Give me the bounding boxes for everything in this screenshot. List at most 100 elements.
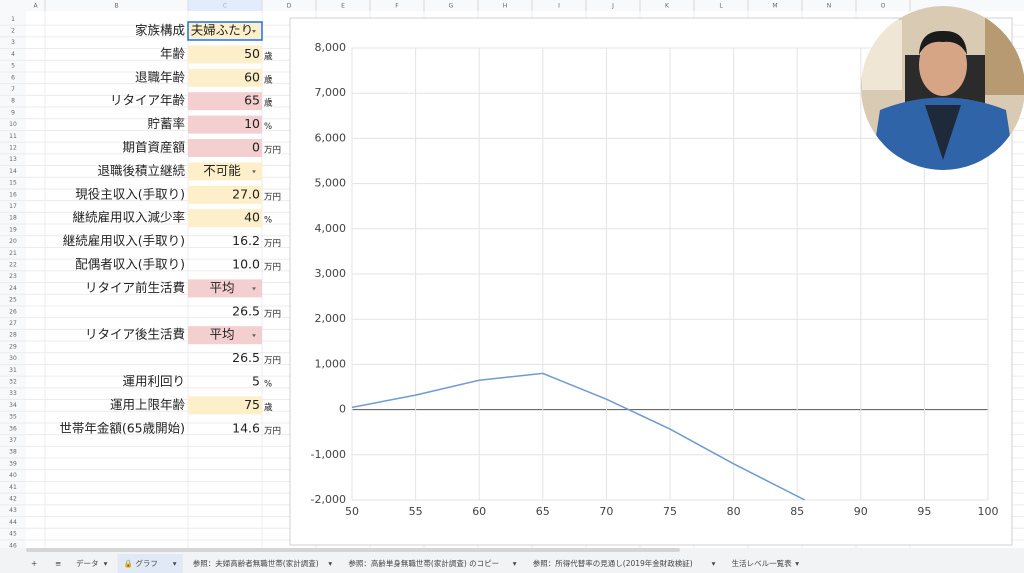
field-label: 家族構成 [135, 23, 185, 38]
row-number: 5 [11, 63, 15, 70]
field-unit: 万円 [264, 146, 281, 156]
column-header: K [665, 3, 670, 10]
field-value[interactable]: 16.2 [232, 233, 260, 248]
column-header: D [287, 3, 292, 10]
field-value[interactable]: 26.5 [232, 303, 260, 318]
field-unit: % [264, 380, 272, 390]
dropdown-value[interactable]: 平均 [209, 327, 234, 342]
field-value[interactable]: 40 [244, 210, 260, 225]
x-tick-label: 70 [599, 505, 613, 518]
field-unit: 万円 [264, 263, 281, 273]
tab-menu[interactable]: ▾ [173, 559, 177, 568]
dropdown-arrow[interactable] [252, 287, 256, 291]
field-label: 現役主収入(手取り) [75, 186, 185, 201]
row-number: 27 [9, 320, 17, 327]
webcam-shirt [925, 105, 961, 160]
field-unit: 万円 [264, 356, 281, 366]
webcam-face [919, 34, 967, 96]
row-number: 11 [9, 133, 17, 140]
sheet-tab[interactable]: 🔒 グラフ [124, 558, 158, 568]
column-header: B [114, 3, 118, 10]
sheet-tab[interactable]: データ [76, 558, 99, 568]
row-number: 14 [9, 168, 17, 175]
field-value[interactable]: 10.0 [232, 257, 260, 272]
dropdown-arrow[interactable] [252, 170, 256, 174]
field-value[interactable]: 10 [244, 116, 260, 131]
field-unit: % [264, 122, 272, 132]
y-tick-label: 6,000 [315, 131, 347, 144]
row-number: 45 [9, 531, 17, 538]
column-header: O [881, 3, 886, 10]
value-cell [188, 185, 262, 204]
row-number: 10 [9, 121, 17, 128]
tab-menu[interactable]: ▾ [795, 559, 799, 568]
scrollbar [26, 548, 680, 552]
field-value[interactable]: 50 [244, 46, 260, 61]
dropdown-arrow[interactable] [252, 30, 256, 33]
row-number: 37 [9, 437, 17, 444]
row-number: 1 [11, 16, 15, 23]
field-label: 世帯年金額(65歳開始) [59, 420, 185, 435]
y-tick-label: 0 [339, 403, 346, 416]
tab-menu[interactable]: ▾ [328, 559, 332, 568]
column-header: E [341, 3, 345, 10]
tab-menu[interactable]: ▾ [513, 559, 517, 568]
field-value[interactable]: 5 [252, 374, 260, 389]
field-unit: 万円 [264, 239, 281, 249]
dropdown-value[interactable]: 不可能 [203, 163, 241, 178]
sheet-tab[interactable]: 参照：夫婦高齢者無職世帯(家計調査) [193, 558, 319, 568]
field-unit: 歳 [264, 402, 273, 413]
row-number: 6 [11, 74, 15, 81]
y-tick-label: 3,000 [315, 267, 347, 280]
dropdown-value[interactable]: 夫婦ふたり [191, 23, 254, 38]
value-cell [188, 115, 262, 134]
row-number: 39 [9, 460, 17, 467]
row-number: 30 [9, 355, 17, 362]
sheet-tab[interactable]: 参照：所得代替率の見通し(2019年金財政検証) [533, 558, 693, 568]
row-number: 44 [9, 519, 17, 526]
sheet-tab[interactable]: 参照：高齢単身無職世帯(家計調査) のコピー [348, 558, 499, 568]
field-label: 継続雇用収入(手取り) [63, 233, 185, 248]
sheet-tab[interactable]: + [31, 559, 37, 568]
sheet-tab[interactable]: ≡ [55, 559, 61, 568]
x-tick-label: 100 [978, 505, 999, 518]
row-number: 20 [9, 238, 17, 245]
x-tick-label: 75 [663, 505, 677, 518]
y-tick-label: -1,000 [311, 448, 346, 461]
row-number: 32 [9, 379, 17, 386]
y-tick-label: 5,000 [315, 177, 347, 190]
dropdown-value[interactable]: 平均 [209, 280, 234, 295]
row-number: 46 [9, 542, 17, 549]
tabs: + ≡ データ ▾ 🔒 グラフ ▾ 参照：夫婦高齢者無職世帯(家計調査) ▾ 参照：高齢単身無職… [31, 554, 799, 573]
field-unit: 歳 [264, 51, 273, 62]
tab-menu[interactable]: ▾ [104, 559, 108, 568]
field-unit: 歳 [264, 98, 273, 109]
row-number: 16 [9, 191, 17, 198]
field-value[interactable]: 65 [244, 93, 260, 108]
row-number: 9 [11, 109, 15, 116]
tab-menu[interactable]: ▾ [712, 559, 716, 568]
row-number: 23 [9, 273, 17, 280]
webcam [861, 6, 1024, 170]
value-cell [188, 209, 262, 228]
active-tab[interactable] [117, 554, 183, 573]
field-value[interactable]: 75 [244, 397, 260, 412]
field-unit: 歳 [264, 74, 273, 85]
y-tick-label: -2,000 [311, 493, 346, 506]
sheet-tab[interactable]: 生活レベル一覧表 [732, 558, 792, 568]
row-number: 41 [9, 484, 17, 491]
field-label: 年齢 [160, 46, 186, 61]
value-cell [188, 92, 262, 111]
field-label: 運用利回り [122, 374, 185, 389]
selected-cell [187, 21, 263, 41]
dropdown-arrow[interactable] [252, 334, 256, 338]
field-value[interactable]: 26.5 [232, 350, 260, 365]
field-value[interactable]: 27.0 [232, 186, 260, 201]
row-number: 34 [9, 402, 17, 409]
field-value[interactable]: 0 [252, 140, 260, 155]
field-value[interactable]: 14.6 [232, 420, 260, 435]
x-tick-label: 85 [790, 505, 804, 518]
field-value[interactable]: 60 [244, 69, 260, 84]
